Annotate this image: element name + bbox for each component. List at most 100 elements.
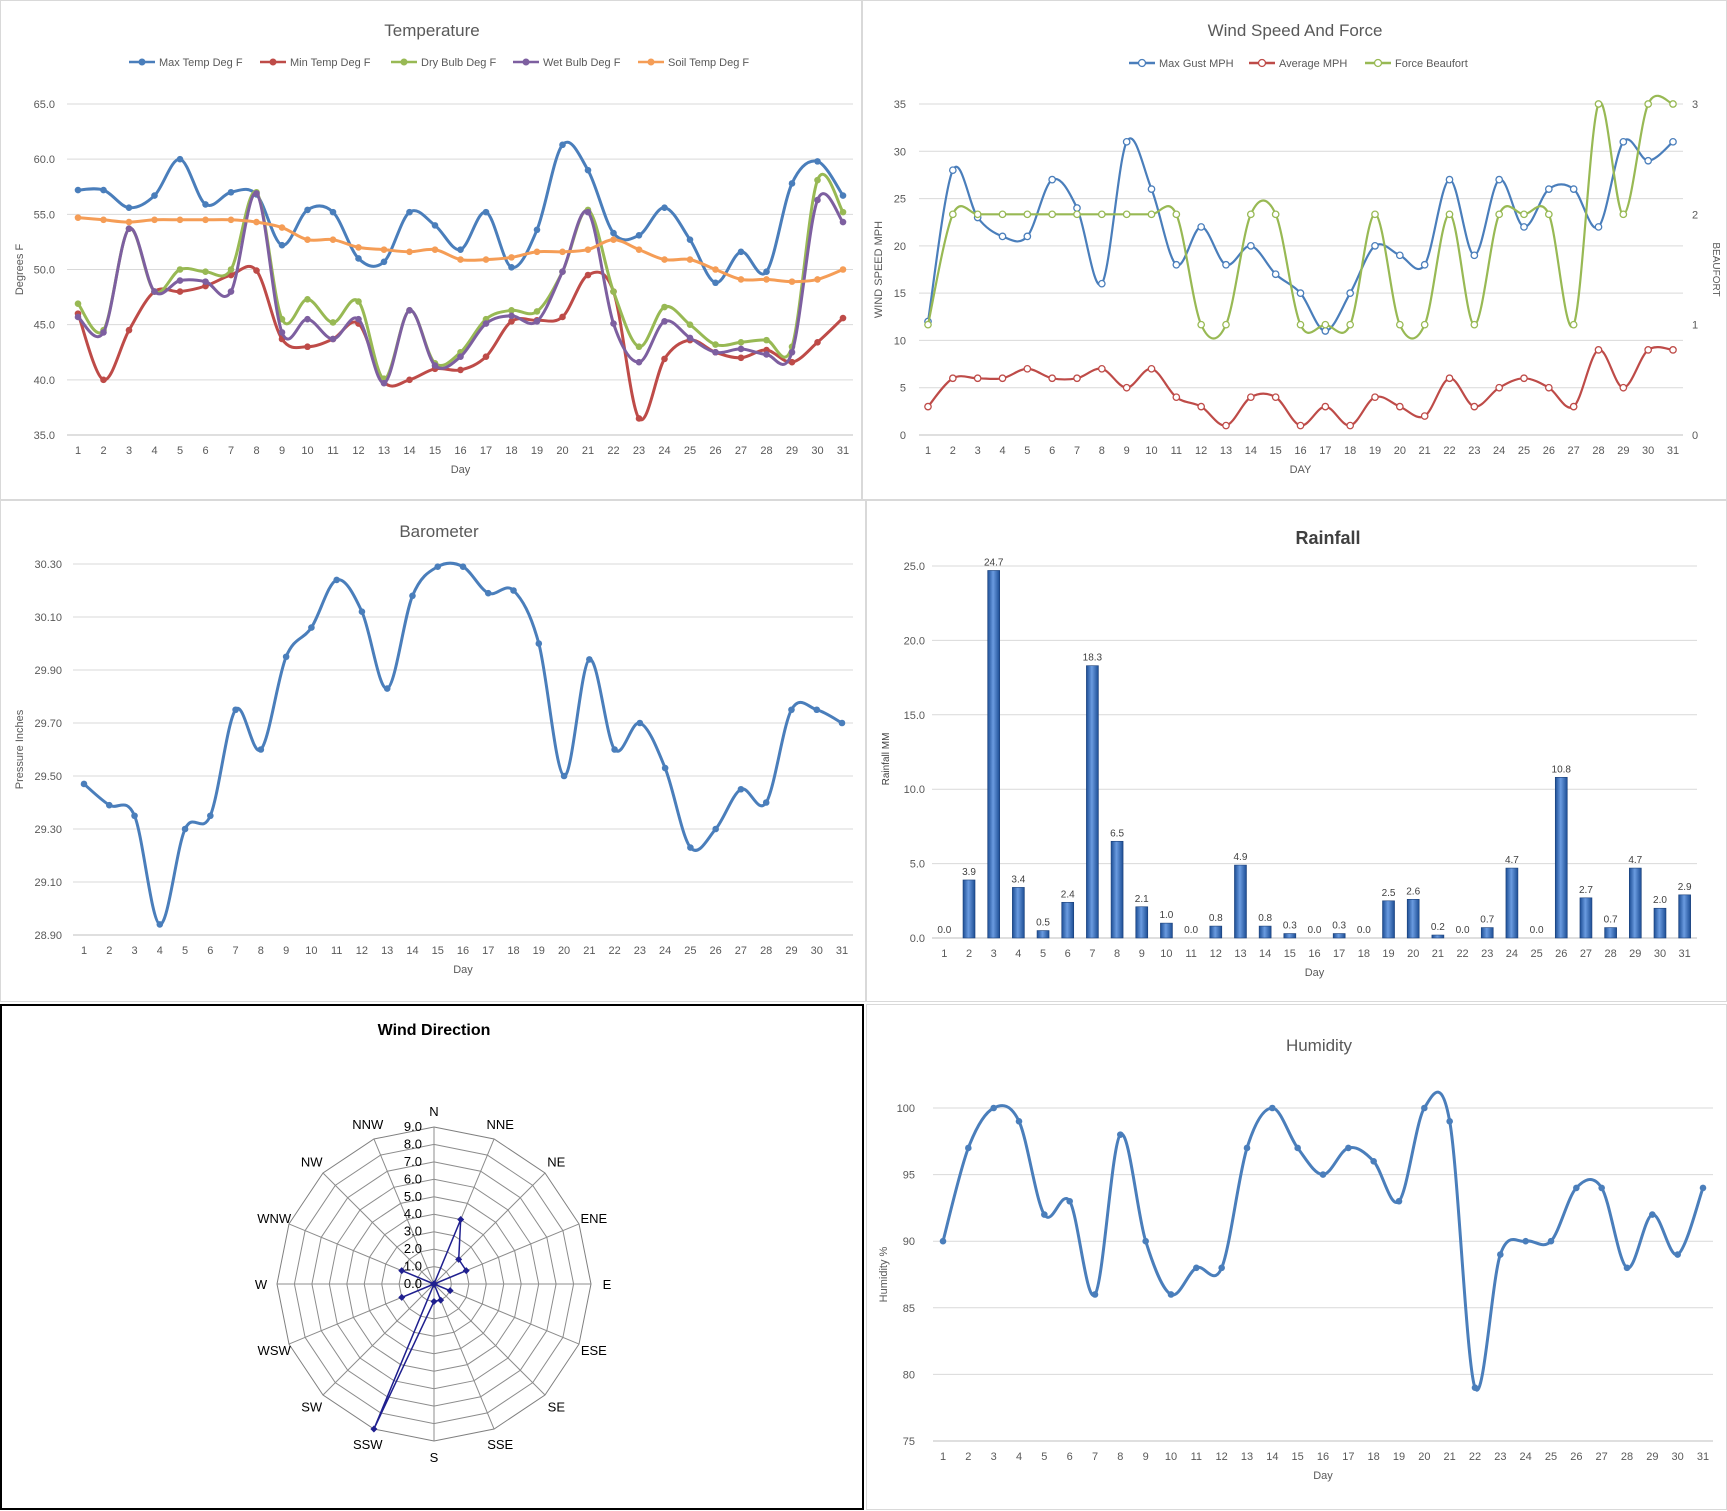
bar [1234,864,1247,939]
data-point [1395,251,1404,260]
data-point [176,266,184,273]
x-tick-label: 22 [608,945,620,957]
x-tick-label: 7 [1089,948,1095,960]
data-point [1669,346,1677,354]
data-point [814,276,821,283]
x-tick-label: 21 [1444,1451,1456,1463]
data-point [533,226,541,234]
y-tick-label: 25.0 [904,561,925,573]
data-point [176,277,184,284]
data-point [1296,421,1305,430]
data-point [533,318,541,325]
data-point [686,334,694,342]
data-point [1544,210,1553,219]
direction-label: NW [301,1155,323,1170]
data-point [484,589,492,597]
y-tick-label: 15 [894,288,906,300]
data-point [1520,374,1528,383]
data-point [1321,402,1330,411]
data-point [1197,320,1206,329]
data-point [457,353,464,360]
data-point [1445,374,1454,383]
data-point [686,236,694,244]
data-point [1269,1104,1276,1112]
data-point [1674,1251,1681,1258]
data-point [1421,1104,1428,1112]
x-tick-label: 15 [429,445,441,457]
data-point [788,348,796,356]
data-point [788,706,795,714]
legend-label: Wet Bulb Deg F [543,57,621,69]
x-tick-label: 7 [233,945,239,957]
x-tick-label: 12 [1195,445,1207,457]
x-tick-label: 5 [1024,445,1030,457]
data-point [610,236,617,244]
chart-title: Humidity [1286,1036,1353,1055]
data-point [1346,320,1355,329]
x-tick-label: 18 [1344,445,1356,457]
data-label: 0.7 [1480,915,1494,926]
x-tick-label: 31 [1697,1451,1709,1463]
x-axis-label: DAY [1290,464,1312,476]
data-point [308,624,315,631]
data-point [839,314,847,322]
series-4 [74,190,847,387]
data-point [125,204,133,212]
chart-title: Barometer [399,522,479,541]
y-right-tick-label: 3 [1692,99,1698,111]
data-point [1073,204,1081,212]
x-tick-label: 6 [1067,1451,1073,1463]
x-tick-label: 27 [1580,948,1592,960]
radial-tick-label: 8.0 [404,1136,422,1151]
data-point [788,358,796,366]
data-point [459,563,467,570]
barometer-chart-panel: Barometer 28.90 29.10 29.30 29.50 29.70 29.90 3… [0,500,866,1002]
data-point [1699,1184,1707,1192]
x-tick-label: 21 [582,445,594,457]
x-tick-label: 27 [1596,1451,1608,1463]
data-point [763,351,770,358]
data-point [1222,260,1230,269]
data-point [763,336,770,344]
data-point [1420,412,1429,420]
data-point [304,295,311,303]
data-point [1073,374,1081,383]
data-point [406,248,413,256]
data-point [610,320,617,327]
y-tick-label: 29.90 [34,665,62,677]
bar [1629,867,1642,939]
data-label: 0.3 [1283,921,1297,932]
data-point [973,374,982,383]
data-point [584,246,592,253]
legend-marker [400,58,408,66]
data-label: 24.7 [984,557,1004,568]
data-point [814,176,821,184]
x-tick-label: 3 [991,1451,997,1463]
rainfall-chart: Rainfall0.05.010.015.020.025.00.013.9224… [881,528,1697,979]
data-point [559,141,566,149]
data-point [1371,393,1379,402]
y-axis-right-label: BEAUFORT [1710,242,1721,296]
wind-direction-chart-panel: Wind Direction N NNE NE ENE E ESE SE SSE S SSW SW WS… [0,1004,864,1510]
data-point [737,345,745,353]
data-point [1370,1157,1377,1165]
data-point [1669,100,1677,108]
data-point [1271,270,1280,279]
bar [1678,894,1691,939]
y-tick-label: 35.0 [34,430,55,442]
x-tick-label: 17 [1333,948,1345,960]
x-tick-label: 30 [1642,445,1654,457]
data-point [74,214,82,221]
x-tick-label: 11 [1185,948,1196,960]
bar [1135,906,1149,939]
data-point [737,276,745,283]
data-point [948,166,957,175]
data-point [1420,260,1429,269]
x-tick-label: 7 [1074,445,1080,457]
x-tick-label: 14 [1245,445,1257,457]
data-point [635,246,643,253]
data-label: 0.0 [1456,925,1470,936]
data-point [1619,137,1628,146]
series-1 [74,140,847,287]
x-tick-label: 4 [1015,948,1021,960]
